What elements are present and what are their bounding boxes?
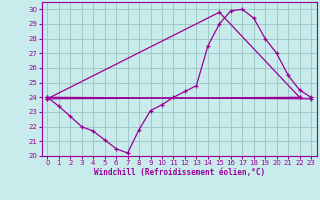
X-axis label: Windchill (Refroidissement éolien,°C): Windchill (Refroidissement éolien,°C) (94, 168, 265, 177)
